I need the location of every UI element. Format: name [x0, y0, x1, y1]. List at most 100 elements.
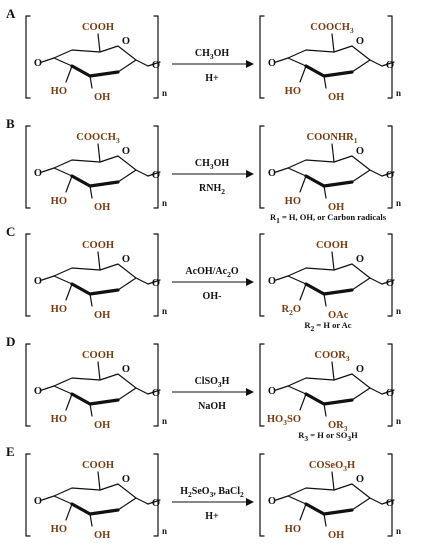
c2-substituent: OH	[94, 92, 110, 103]
glycosidic-oxygen: O	[386, 388, 394, 399]
c2-substituent: OH	[94, 310, 110, 321]
glycosidic-oxygen-left: O	[34, 386, 42, 397]
substituent-note: R2 = H or Ac	[304, 320, 351, 333]
right-bracket	[387, 15, 393, 99]
reagent-top: ClSO3H	[195, 376, 230, 389]
glycosidic-oxygen-left: O	[268, 386, 276, 397]
c2-substituent: OH	[328, 530, 344, 541]
c2-substituent-bond	[323, 185, 327, 199]
reaction-arrow	[172, 60, 254, 68]
c3-substituent-bond	[65, 393, 73, 411]
pyranose-ring	[287, 373, 371, 405]
glycosidic-oxygen-left: O	[268, 496, 276, 507]
reagent-bottom: OH-	[203, 291, 222, 302]
carboxyl-group: COOH	[82, 22, 114, 33]
left-bracket	[25, 343, 31, 427]
glycosidic-oxygen-left: O	[34, 168, 42, 179]
carboxyl-group: COOH	[82, 240, 114, 251]
left-bracket	[25, 233, 31, 317]
c3-substituent: HO	[285, 524, 301, 535]
ring-front-edge	[304, 174, 354, 188]
reagent-top: AcOH/Ac2O	[185, 266, 238, 279]
c3-substituent-bond	[65, 175, 73, 193]
ring-oxygen: O	[122, 254, 130, 265]
carboxyl-group: COOCH3	[310, 22, 354, 35]
glycosidic-oxygen: O	[152, 388, 160, 399]
carboxyl-bond	[331, 361, 335, 381]
glycosidic-oxygen: O	[152, 60, 160, 71]
glycosidic-oxygen-left: O	[268, 276, 276, 287]
c3-substituent-bond	[299, 175, 307, 193]
chain-continuation	[147, 61, 161, 67]
carboxyl-bond	[331, 143, 335, 163]
carboxyl-bond	[97, 33, 101, 53]
ring-front-edge	[70, 64, 120, 78]
reactant-repeat-unit: COOH O O O HO OH n	[25, 15, 167, 103]
glycosidic-bond-right	[135, 169, 149, 177]
glycosidic-bond-right	[135, 59, 149, 67]
ring-front-edge	[304, 502, 354, 516]
reaction-arrow	[172, 278, 254, 286]
substituent-note: R3 = H or SO3H	[298, 430, 358, 443]
ring-oxygen: O	[356, 36, 364, 47]
c3-substituent: R2O	[281, 304, 301, 317]
right-bracket	[153, 343, 159, 427]
pyranose-ring	[287, 483, 371, 515]
right-bracket	[153, 233, 159, 317]
right-bracket	[387, 343, 393, 427]
glycosidic-oxygen: O	[152, 278, 160, 289]
glycosidic-oxygen: O	[386, 170, 394, 181]
glycosidic-bond-left	[275, 167, 289, 173]
pyranose-ring	[53, 45, 137, 77]
glycosidic-oxygen-left: O	[34, 276, 42, 287]
left-bracket	[25, 15, 31, 99]
c3-substituent-bond	[299, 503, 307, 521]
c3-substituent: HO	[51, 524, 67, 535]
carboxyl-bond	[97, 361, 101, 381]
c3-substituent-bond	[299, 393, 307, 411]
glycosidic-bond-right	[369, 277, 383, 285]
c2-substituent-bond	[89, 75, 93, 89]
reactant-repeat-unit: COOH O O O HO OH n	[25, 453, 167, 541]
c2-substituent: OH	[94, 420, 110, 431]
ring-front-edge	[304, 64, 354, 78]
ring-front-edge	[304, 392, 354, 406]
c3-substituent: HO	[51, 414, 67, 425]
carboxyl-bond	[97, 251, 101, 271]
pyranose-ring	[53, 483, 137, 515]
ring-front-edge	[304, 282, 354, 296]
repeat-count: n	[162, 198, 167, 208]
c2-substituent-bond	[323, 513, 327, 527]
chain-continuation	[147, 279, 161, 285]
left-bracket	[259, 125, 265, 209]
glycosidic-oxygen-left: O	[34, 58, 42, 69]
panel-label: B	[6, 116, 15, 131]
c3-substituent-bond	[299, 65, 307, 83]
c2-substituent: OH	[328, 202, 344, 213]
reaction-arrow	[172, 170, 254, 178]
repeat-count: n	[396, 306, 401, 316]
right-bracket	[387, 233, 393, 317]
glycosidic-bond-left	[275, 275, 289, 281]
glycosidic-oxygen: O	[386, 498, 394, 509]
reagent-bottom: H+	[205, 73, 219, 84]
glycosidic-oxygen: O	[386, 278, 394, 289]
c3-substituent-bond	[65, 65, 73, 83]
reagent-top: CH3OH	[195, 48, 230, 61]
glycosidic-oxygen: O	[386, 60, 394, 71]
c2-substituent: OH	[94, 202, 110, 213]
repeat-count: n	[162, 306, 167, 316]
reactant-repeat-unit: COOH O O O HO OH n	[25, 343, 167, 431]
ring-oxygen: O	[122, 36, 130, 47]
ring-front-edge	[70, 282, 120, 296]
carboxyl-group: COOH	[82, 350, 114, 361]
repeat-count: n	[396, 526, 401, 536]
c3-substituent: HO	[285, 196, 301, 207]
ring-oxygen: O	[356, 364, 364, 375]
left-bracket	[25, 125, 31, 209]
glycosidic-bond-right	[135, 497, 149, 505]
